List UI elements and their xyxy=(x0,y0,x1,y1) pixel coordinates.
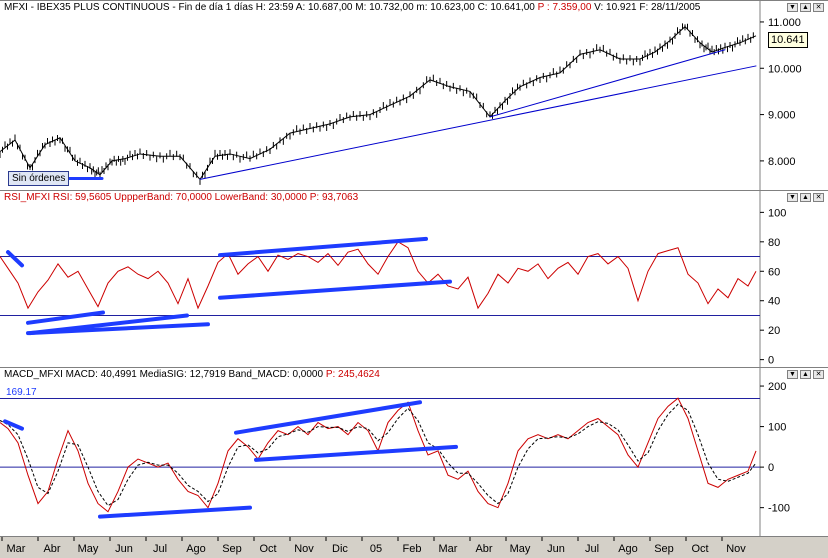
y-tick-label: -100 xyxy=(768,503,790,515)
x-tick-label: May xyxy=(78,543,99,555)
series-line-rsi xyxy=(0,241,757,310)
x-tick-label: Dic xyxy=(332,543,348,555)
trendline xyxy=(218,236,428,258)
x-tick-label: Feb xyxy=(403,543,422,555)
rsi-chart: 0 20 40 60 80 100 xyxy=(0,191,786,369)
series-line-macd xyxy=(0,397,757,513)
time-axis-labels: Mar Abr May Jun Jul Ago Sep Oct Nov Dic 05 Feb Mar Ab… xyxy=(1,537,746,555)
expand-button[interactable]: ▲ xyxy=(800,193,811,202)
last-price-badge: 10.641 xyxy=(768,32,808,48)
trendline xyxy=(98,505,252,519)
trendline xyxy=(3,419,24,431)
price-pane-header: MFXI - IBEX35 PLUS CONTINUOUS - Fin de d… xyxy=(4,2,700,14)
macd-header-main: MACD_MFXI MACD: 40,4991 MediaSIG: 12,791… xyxy=(4,369,326,380)
trendline xyxy=(26,310,105,325)
trendline xyxy=(6,250,24,268)
y-tick-label: 0 xyxy=(768,355,774,367)
price-chart: 8.000 9.000 10.000 11.000 xyxy=(0,1,802,194)
rsi-pane[interactable]: RSI_MFXI RSI: 59,5605 UppperBand: 70,000… xyxy=(0,190,828,369)
x-tick-label: Nov xyxy=(294,543,314,555)
trendline xyxy=(218,279,452,300)
x-tick-label: Oct xyxy=(259,543,276,555)
macd-header-p: P: 245,4624 xyxy=(325,369,380,380)
x-tick-label: Abr xyxy=(43,543,60,555)
trendline xyxy=(199,65,757,180)
price-header-main: MFXI - IBEX35 PLUS CONTINUOUS - Fin de d… xyxy=(4,2,538,13)
macd-level-label: 169.17 xyxy=(6,387,37,398)
y-tick-label: 200 xyxy=(768,381,786,393)
x-tick-label: Jun xyxy=(115,543,133,555)
y-tick-label: 100 xyxy=(768,207,786,219)
expand-button[interactable]: ▲ xyxy=(800,370,811,379)
x-tick-label: Sep xyxy=(654,543,674,555)
trendline xyxy=(254,444,458,462)
x-tick-label: Mar xyxy=(439,543,458,555)
price-pane-buttons: ▼ ▲ ✕ xyxy=(787,3,824,12)
x-tick-label: May xyxy=(510,543,531,555)
x-tick-label: 05 xyxy=(370,543,382,555)
trendline xyxy=(26,322,210,336)
x-tick-label: Jul xyxy=(153,543,167,555)
collapse-button[interactable]: ▼ xyxy=(787,370,798,379)
price-pane[interactable]: MFXI - IBEX35 PLUS CONTINUOUS - Fin de d… xyxy=(0,0,828,194)
series-line-mediasig xyxy=(0,403,757,507)
x-tick-label: Mar xyxy=(7,543,26,555)
x-tick-label: Ago xyxy=(186,543,206,555)
close-pane-button[interactable]: ✕ xyxy=(813,3,824,12)
y-tick-label: 8.000 xyxy=(768,156,796,168)
rsi-header-p: P: 93,7063 xyxy=(309,192,359,203)
price-header-vf: V: 10.921 F: 28/11/2005 xyxy=(591,2,701,13)
close-pane-button[interactable]: ✕ xyxy=(813,193,824,202)
y-tick-label: 100 xyxy=(768,422,786,434)
y-tick-label: 10.000 xyxy=(768,63,802,75)
collapse-button[interactable]: ▼ xyxy=(787,3,798,12)
y-tick-label: 20 xyxy=(768,325,780,337)
rsi-pane-buttons: ▼ ▲ ✕ xyxy=(787,193,824,202)
x-tick-label: Jul xyxy=(585,543,599,555)
x-tick-label: Ago xyxy=(618,543,638,555)
expand-button[interactable]: ▲ xyxy=(800,3,811,12)
macd-chart: -100 0 100 200 xyxy=(0,368,790,538)
macd-pane-header: MACD_MFXI MACD: 40,4991 MediaSIG: 12,791… xyxy=(4,369,380,381)
close-pane-button[interactable]: ✕ xyxy=(813,370,824,379)
no-orders-label[interactable]: Sin órdenes xyxy=(8,171,70,186)
x-tick-label: Jun xyxy=(547,543,565,555)
trendline xyxy=(489,49,726,118)
y-tick-label: 11.000 xyxy=(768,17,801,29)
x-tick-label: Oct xyxy=(691,543,708,555)
x-tick-label: Sep xyxy=(222,543,242,555)
macd-pane[interactable]: MACD_MFXI MACD: 40,4991 MediaSIG: 12,791… xyxy=(0,367,828,538)
x-tick-label: Abr xyxy=(475,543,492,555)
y-tick-label: 80 xyxy=(768,237,780,249)
price-header-p: P : 7.359,00 xyxy=(537,2,592,13)
trendline xyxy=(234,400,422,435)
y-tick-label: 40 xyxy=(768,296,780,308)
y-tick-label: 9.000 xyxy=(768,110,796,122)
y-tick-label: 0 xyxy=(768,462,774,474)
rsi-pane-header: RSI_MFXI RSI: 59,5605 UppperBand: 70,000… xyxy=(4,192,358,204)
time-axis: Mar Abr May Jun Jul Ago Sep Oct Nov Dic 05 Feb Mar Ab… xyxy=(0,536,828,558)
y-tick-label: 60 xyxy=(768,266,780,278)
rsi-header-main: RSI_MFXI RSI: 59,5605 UppperBand: 70,000… xyxy=(4,192,310,203)
series-line-mfxi xyxy=(0,25,757,181)
x-tick-label: Nov xyxy=(726,543,746,555)
collapse-button[interactable]: ▼ xyxy=(787,193,798,202)
macd-pane-buttons: ▼ ▲ ✕ xyxy=(787,370,824,379)
